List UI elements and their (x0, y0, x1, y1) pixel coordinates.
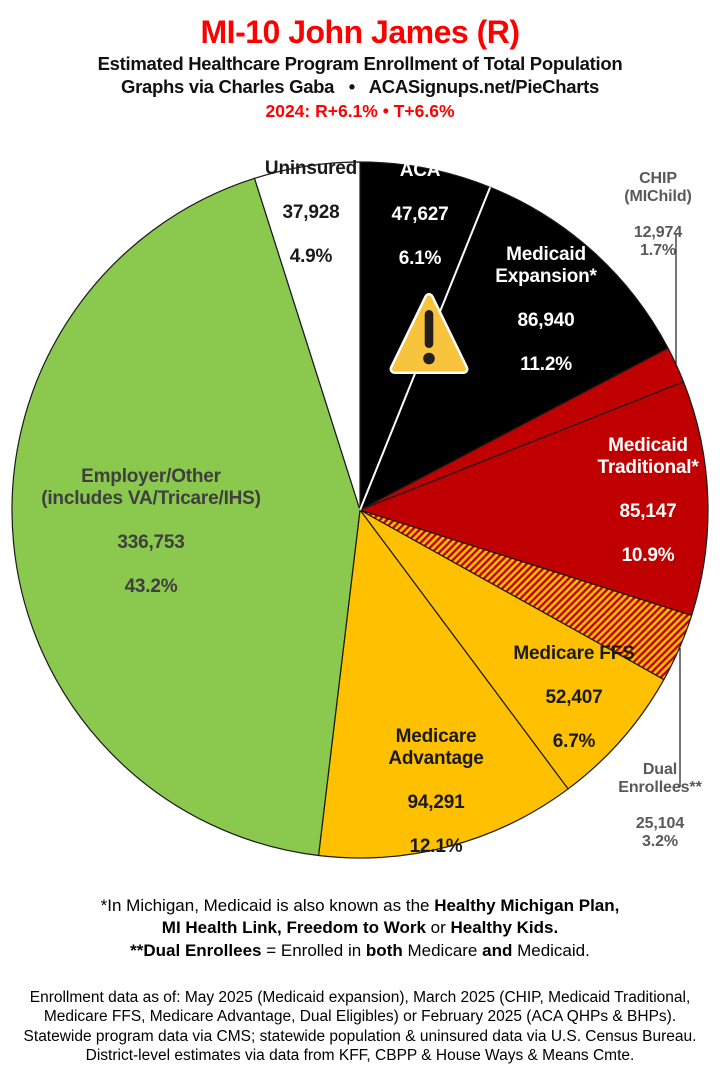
pie-slice-uninsured (253, 161, 361, 511)
slice-name: Dual Enrollees** (618, 761, 702, 796)
subtitle: Estimated Healthcare Program Enrollment … (97, 53, 623, 74)
slice-pct: 43.2% (124, 576, 178, 597)
slice-name: Medicaid Traditional* (597, 435, 699, 478)
slice-label-employer-other: Employer/Other (includes VA/Tricare/IHS)… (41, 444, 261, 620)
footnote-line: *In Michigan, Medicaid is also known as … (100, 896, 620, 915)
page-title: MI-10 John James (R) (200, 14, 520, 50)
footnote-data-sources: Enrollment data as of: May 2025 (Medicai… (0, 988, 720, 1065)
slice-label-medicaid-expansion: Medicaid Expansion* 86,940 11.2% (495, 222, 597, 398)
slice-value-pct: 12,974 1.7% (633, 224, 683, 259)
slice-value: 37,928 (282, 202, 340, 223)
slice-name: Medicare FFS (513, 643, 635, 664)
slice-value: 47,627 (391, 204, 449, 225)
slice-name: Uninsured (264, 158, 358, 179)
source-line: Statewide program data via CMS; statewid… (23, 1027, 697, 1045)
slice-name: Medicare Advantage (388, 726, 484, 769)
slice-pct: 6.1% (398, 248, 442, 269)
source-line: Enrollment data as of: May 2025 (Medicai… (29, 989, 691, 1006)
slice-name: ACA (399, 160, 441, 181)
slice-label-uninsured: Uninsured 37,928 4.9% (265, 136, 357, 290)
slice-value: 94,291 (407, 792, 465, 813)
slice-pct: 4.9% (289, 246, 333, 267)
election-results-line: 2024: R+6.1% • T+6.6% (265, 101, 455, 121)
footnote-line: MI Health Link, Freedom to Work or Healt… (161, 918, 559, 938)
slice-value: 85,147 (619, 501, 677, 522)
slice-pct: 12.1% (409, 836, 463, 857)
source-line: District-level estimates via data from K… (85, 1046, 635, 1064)
pie-slice-medicare-advantage (317, 509, 569, 859)
pie-slice-medicaid-traditional (359, 381, 709, 617)
footnote-line: **Dual Enrollees = Enrolled in both Medi… (130, 940, 590, 960)
slice-name: CHIP (MIChild) (624, 170, 692, 205)
slice-value: 52,407 (545, 687, 603, 708)
slice-value: 336,753 (117, 532, 185, 553)
warning-icon (389, 293, 469, 374)
slice-label-dual-enrollees: Dual Enrollees** 25,104 3.2% (618, 743, 701, 869)
slice-value-pct: 25,104 3.2% (635, 815, 685, 850)
slice-value: 86,940 (517, 310, 575, 331)
slice-name: Employer/Other (includes VA/Tricare/IHS) (41, 466, 261, 509)
slice-pct: 10.9% (621, 545, 675, 566)
slice-pct: 11.2% (520, 354, 572, 375)
slice-label-aca: ACA 47,627 6.1% (392, 138, 449, 292)
slice-label-medicare-ffs: Medicare FFS 52,407 6.7% (513, 621, 634, 775)
slice-label-medicare-advantage: Medicare Advantage 94,291 12.1% (388, 704, 484, 880)
pie-slice-medicare-ffs (359, 509, 665, 790)
slice-label-medicaid-traditional: Medicaid Traditional* 85,147 10.9% (597, 413, 698, 589)
source-line: Medicare FFS, Medicare Advantage, Dual E… (43, 1008, 677, 1026)
pie-slice-medicaid-expansion (359, 186, 669, 511)
pie-slice-employer-other (11, 177, 361, 857)
slice-name: Medicaid Expansion* (495, 244, 597, 287)
credit-line: Graphs via Charles Gaba • ACASignups.net… (121, 76, 599, 97)
slice-label-chip: CHIP (MIChild) 12,974 1.7% (624, 152, 692, 278)
slice-pct: 6.7% (552, 731, 596, 752)
footnote-definitions: *In Michigan, Medicaid is also known as … (0, 895, 720, 962)
